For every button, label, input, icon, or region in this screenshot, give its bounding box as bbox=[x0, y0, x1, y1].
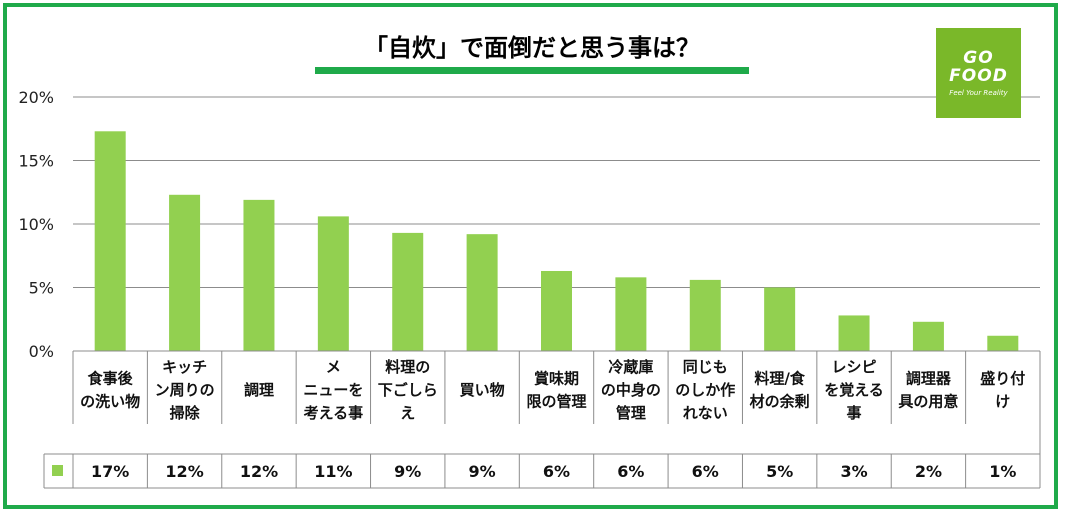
value-label: 12% bbox=[240, 462, 278, 481]
bar bbox=[317, 216, 349, 351]
value-label: 5% bbox=[766, 462, 793, 481]
category-label: 盛り付 bbox=[980, 370, 1025, 388]
bar bbox=[764, 287, 796, 351]
value-label: 9% bbox=[469, 462, 496, 481]
category-label: 冷蔵庫 bbox=[608, 358, 653, 376]
category-label: 料理の bbox=[385, 358, 430, 376]
y-tick-label: 20% bbox=[18, 88, 54, 107]
category-label: け bbox=[995, 393, 1010, 411]
value-label: 6% bbox=[543, 462, 570, 481]
category-label: レシピ bbox=[832, 358, 877, 376]
chart-title: 「自炊」で面倒だと思う事は？ bbox=[364, 34, 700, 62]
category-label: の中身の bbox=[601, 381, 661, 399]
category-label: を覚える bbox=[824, 381, 884, 399]
category-label: え bbox=[400, 404, 415, 422]
category-label: ニューを bbox=[303, 381, 363, 399]
bar bbox=[987, 335, 1019, 351]
category-label: 賞味期 bbox=[534, 370, 579, 388]
legend-key bbox=[52, 465, 63, 476]
bar bbox=[912, 321, 944, 351]
y-tick-label: 15% bbox=[18, 152, 54, 171]
bar bbox=[392, 232, 424, 351]
category-label: の洗い物 bbox=[80, 393, 140, 411]
category-label: 調理 bbox=[244, 381, 274, 399]
value-label: 11% bbox=[314, 462, 352, 481]
value-label: 3% bbox=[840, 462, 867, 481]
category-label: 具の用意 bbox=[898, 393, 958, 411]
category-label: 考える事 bbox=[304, 404, 364, 422]
value-label: 9% bbox=[394, 462, 421, 481]
bar bbox=[689, 279, 721, 351]
value-label: 1% bbox=[989, 462, 1016, 481]
bar bbox=[838, 315, 870, 351]
category-label: 同じも bbox=[683, 358, 728, 376]
category-label: 料理/食 bbox=[754, 370, 805, 388]
category-label: 食事後 bbox=[88, 370, 134, 388]
category-label: 掃除 bbox=[170, 404, 201, 422]
category-label: れない bbox=[683, 404, 728, 422]
value-label: 2% bbox=[915, 462, 942, 481]
value-label: 6% bbox=[692, 462, 719, 481]
category-label: ン周りの bbox=[155, 381, 215, 399]
category-label: 事 bbox=[847, 404, 862, 422]
logo-text-line1: GO bbox=[963, 48, 994, 68]
category-label: 買い物 bbox=[460, 381, 505, 399]
category-label: 調理器 bbox=[906, 370, 952, 388]
category-label: 管理 bbox=[616, 404, 646, 422]
value-label: 6% bbox=[617, 462, 644, 481]
bar bbox=[243, 199, 275, 351]
bar bbox=[94, 131, 126, 351]
category-label: 材の余剰 bbox=[750, 393, 810, 411]
category-label: 限の管理 bbox=[526, 393, 586, 411]
bar bbox=[169, 194, 201, 351]
title-underline bbox=[315, 67, 749, 74]
category-label: 下ごしら bbox=[378, 381, 438, 399]
logo-tagline: Feel Your Reality bbox=[949, 89, 1008, 97]
value-label: 17% bbox=[91, 462, 129, 481]
bar bbox=[466, 234, 498, 351]
logo-text-line2: FOOD bbox=[949, 66, 1008, 86]
bar bbox=[615, 277, 647, 351]
y-tick-label: 0% bbox=[29, 342, 54, 361]
y-tick-label: 5% bbox=[29, 279, 54, 298]
category-label: キッチ bbox=[162, 358, 207, 376]
category-label: のしか作 bbox=[675, 381, 735, 399]
y-tick-label: 10% bbox=[18, 215, 54, 234]
bar bbox=[541, 270, 572, 351]
gofood-logo: GO FOOD Feel Your Reality bbox=[936, 28, 1021, 118]
value-label: 12% bbox=[165, 462, 203, 481]
category-label: メ bbox=[326, 358, 341, 376]
